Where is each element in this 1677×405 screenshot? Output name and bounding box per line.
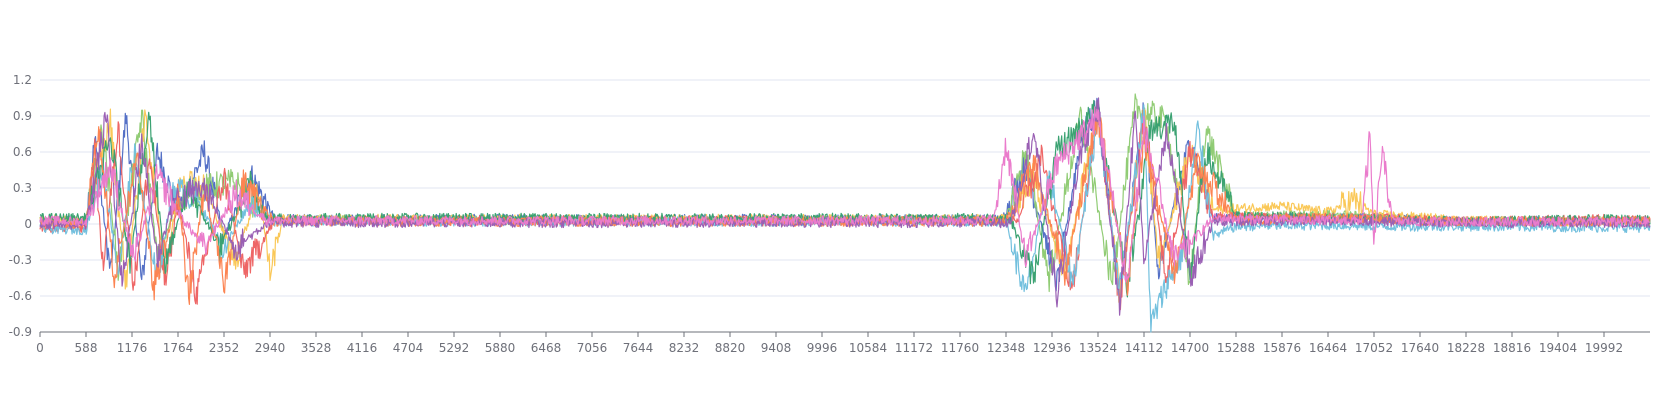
x-tick-label: 2940 [255,341,286,355]
x-tick-label: 7056 [577,341,608,355]
y-tick-label: 0.6 [13,145,32,159]
x-tick-label: 7644 [623,341,654,355]
x-tick-label: 588 [75,341,98,355]
series-line-7 [39,107,1651,305]
series-line-9 [39,106,1651,283]
x-tick-label: 9996 [807,341,838,355]
series-line-2 [39,93,1651,293]
grid-layer [40,79,1650,333]
x-tick-label: 13524 [1079,341,1117,355]
series-line-4 [39,102,1651,311]
x-tick-label: 16464 [1309,341,1347,355]
x-tick-label: 14700 [1171,341,1209,355]
x-tick-label: 5880 [485,341,516,355]
x-tick-label: 4704 [393,341,424,355]
y-tick-label: 0.3 [13,181,32,195]
x-tick-label: 8232 [669,341,700,355]
x-tick-label: 1764 [163,341,194,355]
x-tick-label: 2352 [209,341,240,355]
y-tick-label: 1.2 [13,73,32,87]
y-tick-label: -0.6 [9,289,32,303]
x-tick-label: 12348 [987,341,1025,355]
x-tick-label: 15876 [1263,341,1301,355]
x-tick-label: 18228 [1447,341,1485,355]
x-tick-label: 0 [36,341,44,355]
series-line-8 [39,97,1651,316]
y-tick-label: 0.9 [13,109,32,123]
series-line-6 [39,99,1651,298]
x-tick-label: 4116 [347,341,378,355]
x-tick-label: 8820 [715,341,746,355]
x-tick-label: 18816 [1493,341,1531,355]
y-tick-label: 0 [24,217,32,231]
x-tick-label: 11760 [941,341,979,355]
x-tick-label: 19404 [1539,341,1577,355]
x-tick-label: 3528 [301,341,332,355]
x-tick-label: 6468 [531,341,562,355]
x-tick-label: 5292 [439,341,470,355]
x-tick-label: 15288 [1217,341,1255,355]
x-tick-label: 12936 [1033,341,1071,355]
y-tick-label: -0.3 [9,253,32,267]
x-tick-label: 17052 [1355,341,1393,355]
x-tick-label: 1176 [117,341,148,355]
x-tick-label: 9408 [761,341,792,355]
x-tick-label: 19992 [1585,341,1623,355]
series-layer [39,93,1651,333]
x-tick-label: 10584 [849,341,887,355]
x-tick-label: 11172 [895,341,933,355]
x-tick-label: 17640 [1401,341,1439,355]
axis-layer: -0.9 -0.6 -0.3 0 0.3 0.6 0.9 1.2 0 588 1176 1764 235… [9,73,1624,355]
series-line-1 [39,97,1651,292]
series-line-3 [39,101,1651,303]
y-tick-label: -0.9 [9,325,32,339]
x-tick-label: 14112 [1125,341,1163,355]
